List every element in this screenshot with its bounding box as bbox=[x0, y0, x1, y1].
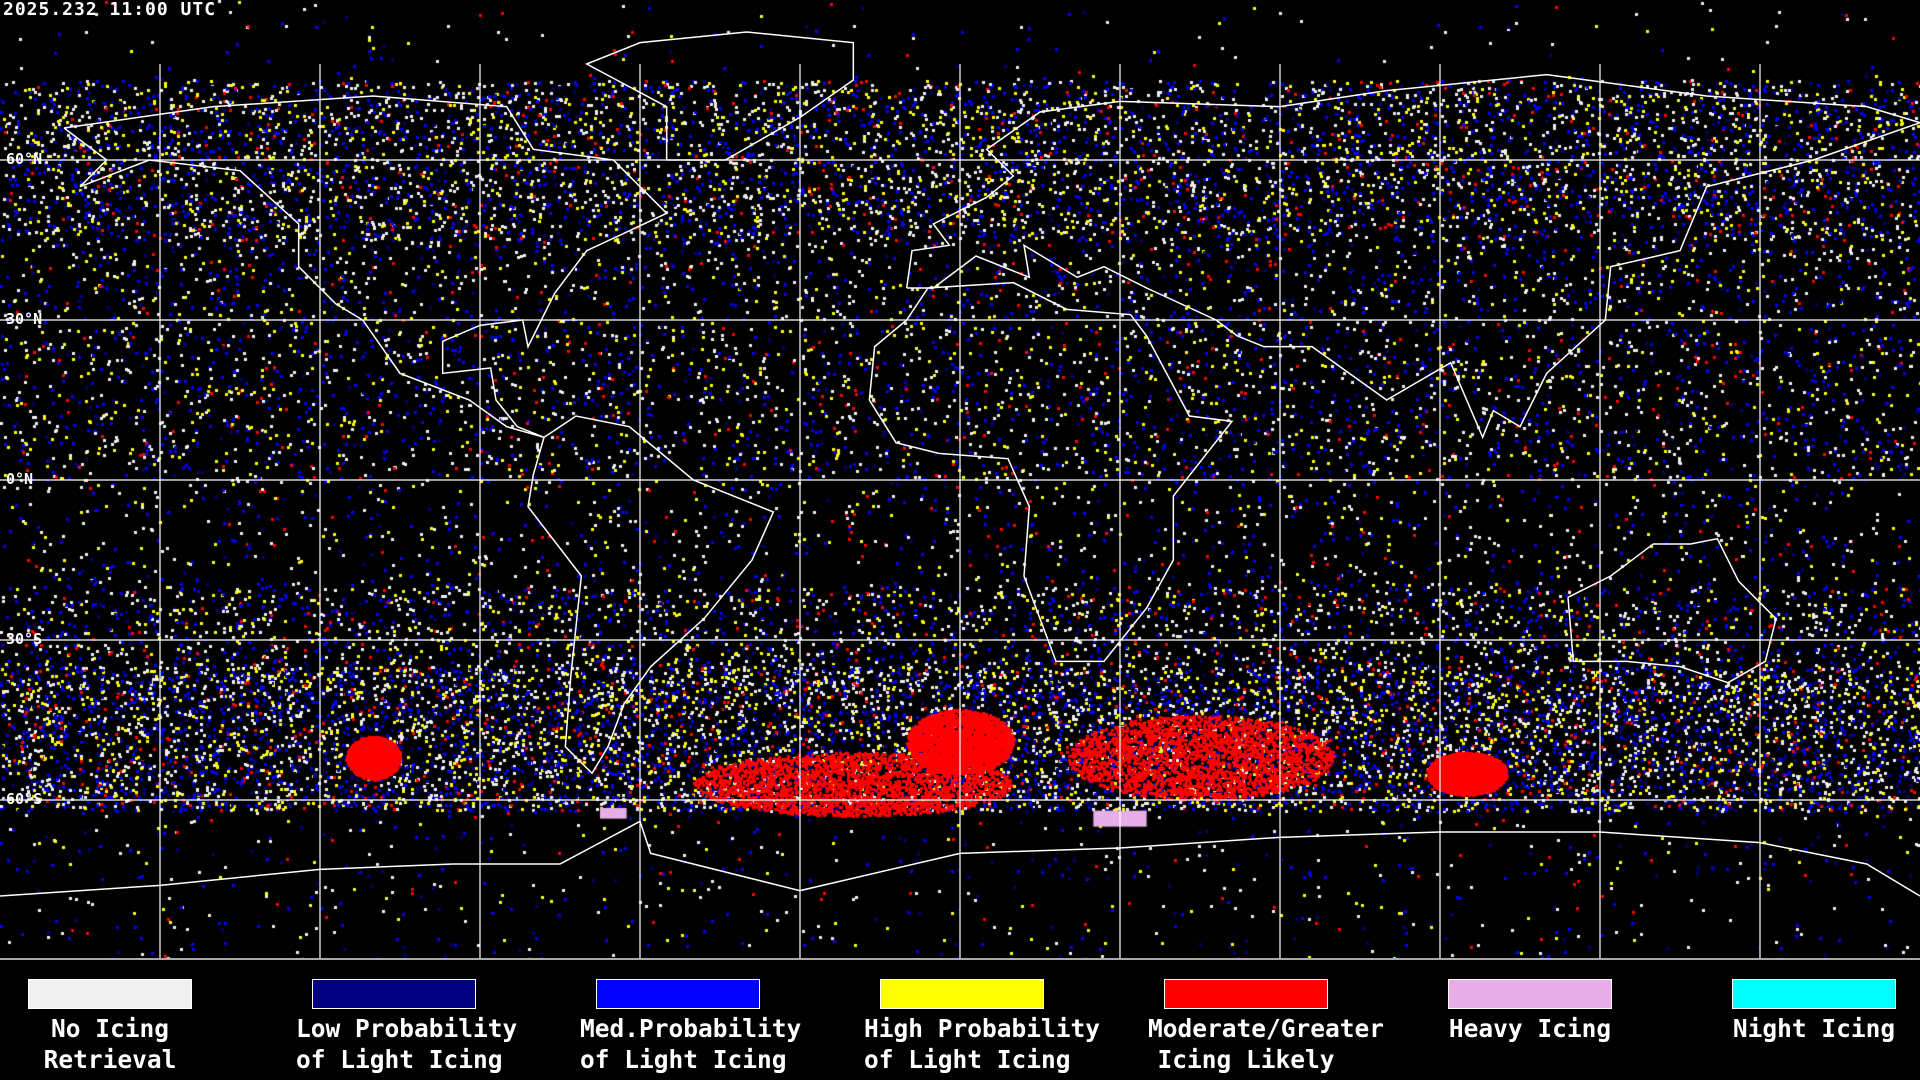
legend-item-no-icing: No Icing Retrieval bbox=[10, 979, 210, 1075]
coastline-greenland bbox=[584, 31, 855, 161]
lat-label-0n: 0°N bbox=[6, 470, 34, 488]
lat-label-60n: 60°N bbox=[6, 150, 43, 168]
coastline-antarctica bbox=[0, 820, 1920, 897]
legend-swatch bbox=[1164, 979, 1328, 1009]
legend-label: Night Icing bbox=[1732, 1014, 1896, 1043]
legend-item-med-prob: Med.Probability of Light Icing bbox=[578, 979, 802, 1075]
map-border bbox=[0, 958, 1920, 960]
legend-swatch bbox=[1448, 979, 1612, 1009]
coastline-australia bbox=[1567, 537, 1777, 684]
legend-item-night: Night Icing bbox=[1714, 979, 1914, 1044]
legend-label: Low Probability of Light Icing bbox=[296, 1014, 518, 1074]
legend-label: Heavy Icing bbox=[1448, 1014, 1612, 1043]
legend-swatch bbox=[880, 979, 1044, 1009]
coastline-grid-overlay bbox=[0, 31, 1920, 960]
legend-label: No Icing Retrieval bbox=[43, 1014, 177, 1074]
legend-label: High Probability of Light Icing bbox=[864, 1014, 1101, 1074]
lat-label-30n: 30°N bbox=[6, 310, 43, 328]
legend-swatch bbox=[312, 979, 476, 1009]
legend-item-heavy: Heavy Icing bbox=[1430, 979, 1630, 1044]
lat-label-60s: 60°S bbox=[6, 790, 43, 808]
legend-swatch bbox=[1732, 979, 1896, 1009]
legend-label: Med.Probability of Light Icing bbox=[580, 1014, 802, 1074]
icing-map bbox=[0, 0, 1920, 960]
legend-item-low-prob: Low Probability of Light Icing bbox=[294, 979, 518, 1075]
legend-item-high-prob: High Probability of Light Icing bbox=[862, 979, 1101, 1075]
coastline-africa bbox=[868, 281, 1234, 663]
legend-swatch bbox=[28, 979, 192, 1009]
coastline-north-america bbox=[63, 95, 668, 439]
timestamp: 2025.232 11:00 UTC bbox=[3, 0, 217, 20]
lat-label-30s: 30°S bbox=[6, 630, 43, 648]
coastline-eurasia bbox=[905, 73, 1920, 440]
coastline-south-america bbox=[527, 415, 775, 775]
legend-item-moderate: Moderate/Greater Icing Likely bbox=[1146, 979, 1385, 1075]
legend-label: Moderate/Greater Icing Likely bbox=[1148, 1014, 1385, 1074]
legend-swatch bbox=[596, 979, 760, 1009]
